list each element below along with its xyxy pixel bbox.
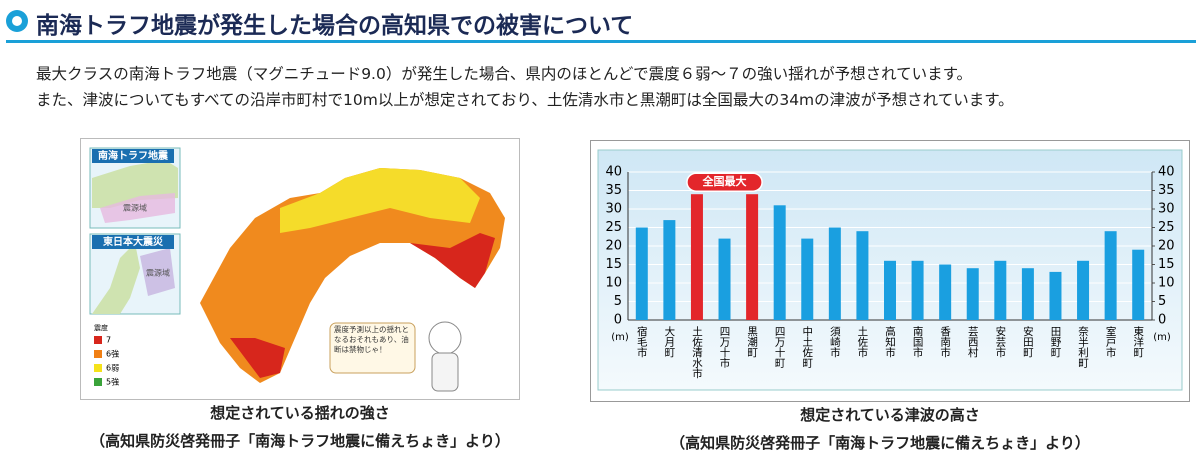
speech-bubble [329, 322, 416, 374]
x-tick-label: 土佐市 [856, 325, 868, 358]
header-icon [6, 10, 28, 32]
x-tick-label: 土佐清水市 [691, 325, 703, 379]
y2-tick-label: 40 [1158, 165, 1175, 180]
inset-title: 南海トラフ地震 [98, 149, 169, 162]
map-figure: 南海トラフ地震 震源域 東日本大震災 震源域 震度 震度予測以上の揺れとなるおそ… [80, 138, 520, 400]
bar [884, 260, 896, 320]
y2-tick-label: 35 [1158, 183, 1175, 198]
annotation: 全国最大 [702, 174, 747, 188]
y-axis-label: (m) [611, 332, 629, 343]
header: 南海トラフ地震が発生した場合の高知県での被害について [6, 4, 1196, 43]
inset-title-bg [92, 235, 174, 249]
x-tick-label: 安芸市 [994, 325, 1006, 358]
x-tick-label: 奈半利町 [1077, 325, 1089, 368]
x-tick-label: 室戸市 [1105, 325, 1117, 358]
y-tick-label: 0 [614, 313, 622, 328]
y-tick-label: 10 [605, 276, 622, 291]
bar [1077, 260, 1090, 320]
inset-label: 震源域 [146, 268, 170, 278]
y-tick-label: 30 [605, 202, 622, 217]
bar [828, 227, 841, 320]
bar [773, 205, 786, 320]
x-tick-label: 宿毛市 [636, 325, 648, 358]
y2-tick-label: 5 [1158, 294, 1166, 309]
x-tick-label: 中土佐町 [801, 325, 813, 368]
bar [1104, 231, 1117, 320]
bar [1132, 249, 1145, 320]
bar [856, 231, 869, 320]
y-tick-label: 25 [605, 220, 622, 235]
x-tick-label: 大月町 [663, 325, 675, 357]
bar [911, 260, 924, 320]
x-tick-label: 香南市 [939, 326, 951, 358]
legend-label: 6弱 [106, 364, 119, 373]
legend-swatch [94, 336, 102, 344]
inset-zone [100, 193, 175, 223]
legend-swatch [94, 378, 102, 386]
inset-title-bg [92, 149, 174, 163]
y2-tick-label: 0 [1158, 313, 1166, 328]
annotation-box [686, 172, 763, 192]
legend-swatch [94, 350, 102, 358]
y-tick-label: 35 [605, 183, 622, 198]
y2-tick-label: 20 [1158, 239, 1175, 254]
x-tick-label: 四万十町 [774, 326, 786, 368]
y2-tick-label: 30 [1158, 202, 1175, 217]
paragraph: また、津波についてもすべての沿岸市町村で10m以上が想定されており、土佐清水市と… [36, 91, 1014, 109]
y-tick-label: 5 [614, 294, 622, 309]
header-title: 南海トラフ地震が発生した場合の高知県での被害について [36, 13, 634, 39]
paragraph: 最大クラスの南海トラフ地震（マグニチュード9.0）が発生した場合、県内のほとんど… [36, 65, 973, 83]
y-tick-label: 40 [605, 165, 622, 180]
x-tick-label: 高知市 [884, 325, 896, 358]
character-head [428, 321, 462, 355]
map-area [230, 233, 495, 378]
chart: 0 5 10 15 20 25 30 35 40 0 5 10 15 20 25 30 35 40 (m) (m) 宿毛… [590, 140, 1190, 402]
x-tick-label: 田野町 [1049, 326, 1061, 358]
y2-tick-label: 25 [1158, 220, 1175, 235]
legend-label: 5強 [106, 377, 119, 387]
caption: 想定されている津波の高さ [800, 406, 980, 424]
bar [994, 260, 1007, 320]
x-tick-label: 東洋町 [1132, 325, 1144, 357]
legend-label: 6強 [106, 349, 119, 359]
map-area [200, 168, 505, 383]
bar [801, 238, 814, 320]
caption: （高知県防災啓発冊子「南海トラフ地震に備えちょき」より） [670, 434, 1090, 452]
bar [939, 264, 952, 320]
caption: 想定されている揺れの強さ [210, 404, 390, 422]
bar [718, 238, 731, 320]
y2-tick-label: 10 [1158, 276, 1175, 291]
y2-tick-label: 15 [1158, 257, 1175, 272]
bar [746, 194, 759, 320]
legend-label: 7 [106, 336, 111, 345]
bar [663, 220, 676, 320]
bubble-text: 震度予測以上の揺れとなるおそれもあり、油断は禁物じゃ！ [334, 325, 409, 354]
bar [690, 194, 703, 320]
x-tick-label: 南国市 [912, 325, 924, 358]
bar [1021, 268, 1034, 320]
bubble-box: 震度予測以上の揺れとなるおそれもあり、油断は禁物じゃ！ [334, 325, 409, 354]
inset-land [92, 243, 140, 314]
legend-title: 震度 [94, 323, 108, 332]
inset-label: 震源域 [123, 203, 147, 213]
inset-zone [140, 248, 175, 296]
x-tick-label: 芸西村 [967, 325, 979, 357]
map-area [280, 168, 480, 233]
caption: （高知県防災啓発冊子「南海トラフ地震に備えちょき」より） [90, 432, 510, 450]
y-tick-label: 15 [605, 257, 622, 272]
x-tick-label: 黒潮町 [746, 326, 758, 358]
bar [966, 268, 979, 320]
x-tick-label: 安田町 [1022, 325, 1034, 357]
y-tick-label: 20 [605, 239, 622, 254]
inset-title: 東日本大震災 [103, 235, 164, 248]
y2-axis-label: (m) [1153, 332, 1171, 343]
character-body [431, 352, 459, 392]
bar [1049, 271, 1062, 320]
legend-swatch [94, 364, 102, 372]
x-tick-label: 須崎市 [829, 326, 841, 358]
x-tick-label: 四万十市 [719, 326, 731, 369]
bar [635, 227, 648, 320]
